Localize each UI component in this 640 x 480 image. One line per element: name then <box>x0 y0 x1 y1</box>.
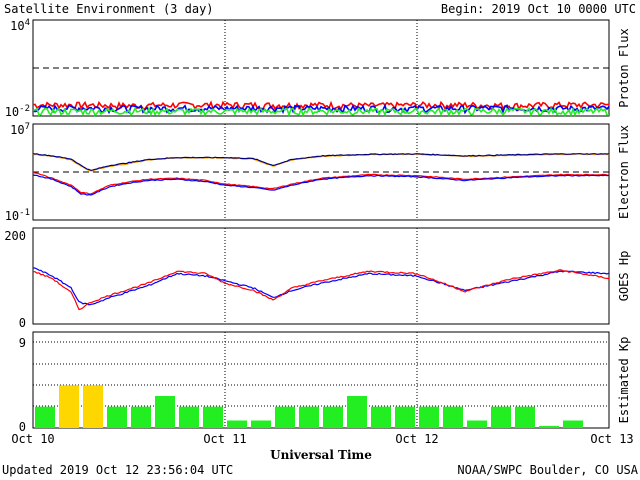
electron-series-blue-line <box>32 174 610 196</box>
electron-series-navy-line <box>32 153 610 172</box>
x-tick-oct10: Oct 10 <box>11 432 54 446</box>
kp-bar <box>251 420 271 428</box>
kp-panel-frame <box>32 331 610 429</box>
kp-bar <box>299 406 319 428</box>
kp-bar <box>419 406 439 428</box>
proton-ymax-label: 104 <box>10 18 30 33</box>
proton-flux-axis-label: Proton Flux <box>617 28 631 107</box>
electron-panel-frame <box>32 123 610 221</box>
goes-hp-ymax-label: 200 <box>4 229 26 243</box>
kp-bar <box>371 406 391 428</box>
kp-bar <box>491 406 511 428</box>
estimated-kp-axis-label: Estimated Kp <box>617 337 631 424</box>
kp-grid-lines <box>33 341 609 407</box>
kp-bar <box>467 420 487 428</box>
goes-hp-panel-frame <box>32 227 610 325</box>
electron-series-red-line <box>32 171 610 195</box>
goes_hp-series-red-line <box>33 269 610 311</box>
kp-ymax-label: 9 <box>19 336 26 350</box>
kp-ymin-label: 0 <box>19 420 26 434</box>
begin-time-label: Begin: 2019 Oct 10 0000 UTC <box>441 2 636 16</box>
electron-ymin-label: 10-1 <box>5 208 30 223</box>
kp-bar <box>539 425 559 428</box>
kp-bar <box>155 396 175 428</box>
kp-bar <box>347 396 367 428</box>
proton-series <box>32 100 610 118</box>
kp-bar <box>515 406 535 428</box>
electron-series <box>32 153 610 196</box>
chart-title: Satellite Environment (3 day) <box>4 2 214 16</box>
kp-bar <box>443 406 463 428</box>
kp-bar <box>107 406 127 428</box>
day-divider-lines <box>224 20 418 428</box>
proton-series-green-line <box>32 106 609 118</box>
updated-timestamp: Updated 2019 Oct 12 23:56:04 UTC <box>2 463 233 477</box>
goes-hp-ymin-label: 0 <box>19 316 26 330</box>
kp-bar <box>275 406 295 428</box>
kp-bar <box>203 406 223 428</box>
x-axis-label: Universal Time <box>270 448 372 462</box>
kp-bar <box>83 385 103 428</box>
credit-label: NOAA/SWPC Boulder, CO USA <box>457 463 638 477</box>
kp-bar <box>563 420 583 428</box>
goes-hp-axis-label: GOES Hp <box>617 251 631 302</box>
kp-bars <box>35 385 583 428</box>
kp-bar <box>179 406 199 428</box>
kp-bar <box>227 420 247 428</box>
kp-bar <box>395 406 415 428</box>
kp-bar <box>323 406 343 428</box>
x-tick-oct13: Oct 13 <box>590 432 633 446</box>
kp-bar <box>131 406 151 428</box>
electron-ymax-label: 107 <box>10 122 30 137</box>
goes-hp-series <box>32 267 610 311</box>
x-tick-oct12: Oct 12 <box>395 432 438 446</box>
goes_hp-series-blue-line <box>32 267 610 306</box>
kp-bar <box>35 406 55 428</box>
kp-bar <box>59 385 79 428</box>
electron-flux-axis-label: Electron Flux <box>617 125 631 219</box>
proton-series-blue-line <box>32 103 610 115</box>
x-tick-oct11: Oct 11 <box>203 432 246 446</box>
proton-panel-frame <box>32 19 610 117</box>
proton-ymin-label: 10-2 <box>5 104 30 119</box>
